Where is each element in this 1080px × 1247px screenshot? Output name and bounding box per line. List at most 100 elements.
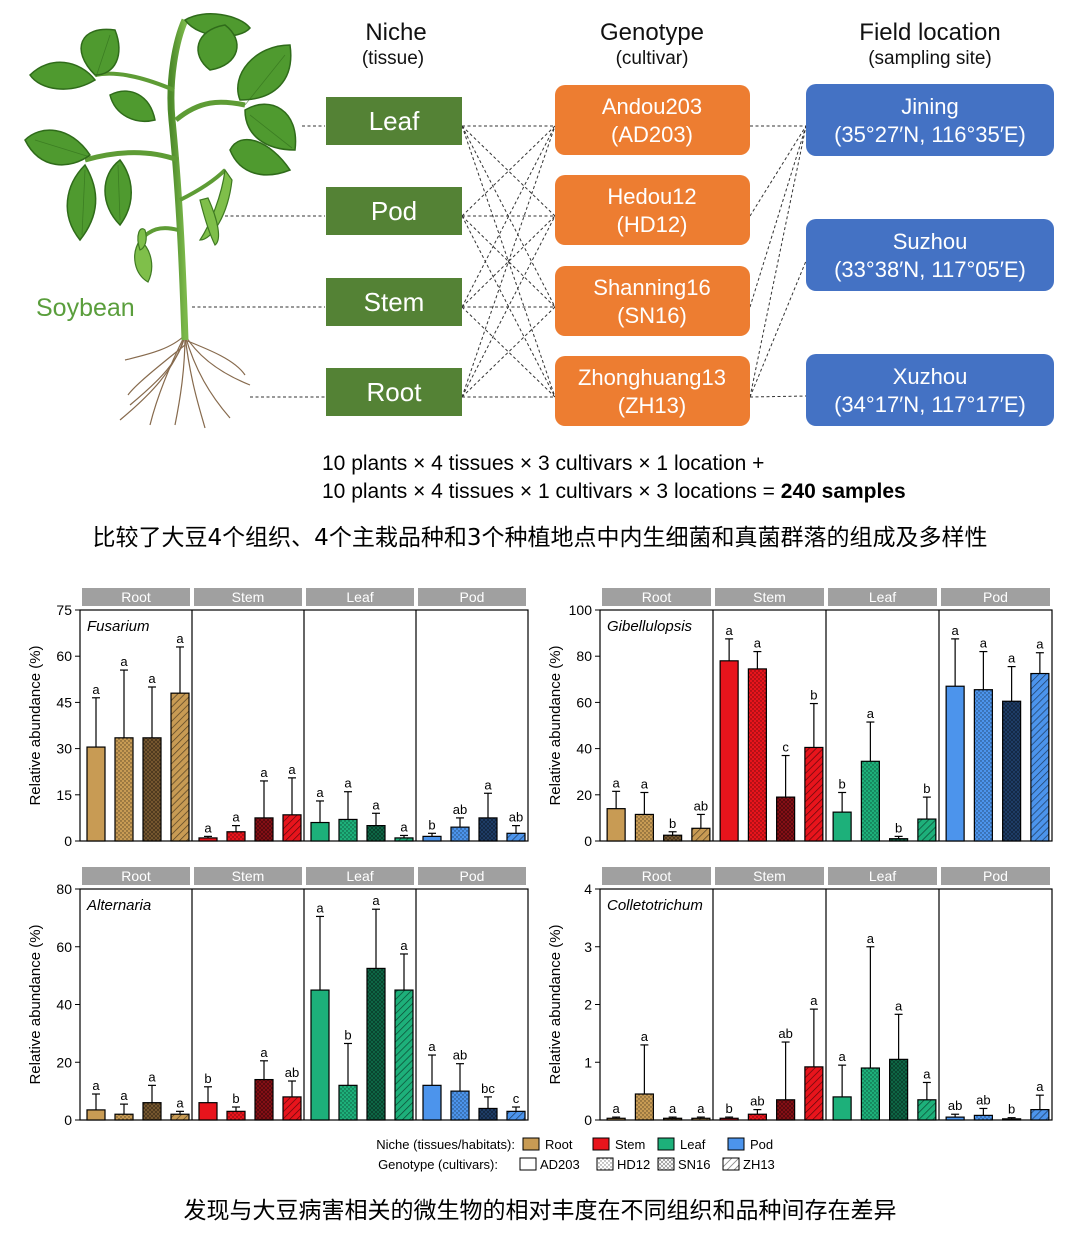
bar-pattern: [255, 817, 273, 841]
significance-letter: ab: [694, 798, 708, 813]
bar-stem-sn16: a: [254, 1045, 274, 1121]
bar-stem-ad203: b: [198, 1071, 218, 1121]
bar-leaf-sn16: a: [889, 998, 909, 1121]
bar-root-sn16: a: [142, 671, 162, 842]
bar-stem-hd12: a: [226, 810, 246, 842]
bar-pattern: [367, 825, 385, 841]
strip-label: Root: [121, 589, 151, 605]
significance-letter: b: [923, 781, 930, 796]
significance-letter: a: [697, 1101, 705, 1116]
bar: [832, 1096, 852, 1121]
strip-label: Stem: [232, 589, 265, 605]
significance-letter: ab: [750, 1094, 764, 1109]
strip-label: Leaf: [869, 589, 896, 605]
location-box-jining: Jining (35°27′N, 116°35′E): [806, 84, 1054, 156]
bar-root-zh13: a: [170, 631, 190, 842]
bar-stem-zh13: a: [804, 993, 824, 1121]
bar-pattern: [917, 1099, 936, 1120]
significance-letter: a: [148, 1069, 156, 1084]
location-box-suzhou: Suzhou (33°38′N, 117°05′E): [806, 219, 1054, 291]
bar-pod-zh13: ab: [506, 810, 526, 842]
strip-label: Root: [642, 589, 672, 605]
legend-swatch-pattern: [597, 1158, 613, 1170]
bar-root-hd12: a: [114, 654, 134, 842]
significance-letter: b: [1008, 1102, 1015, 1117]
genus-title: Alternaria: [86, 897, 151, 914]
strip-root: [602, 867, 711, 885]
significance-letter: a: [260, 1045, 268, 1060]
bar-pattern: [748, 1114, 767, 1120]
bar-root-sn16: a: [142, 1069, 162, 1121]
bar-pod-sn16: bc: [478, 1081, 498, 1121]
bar-pattern: [635, 814, 654, 841]
bar-pattern: [283, 814, 301, 841]
chart-fusarium: Root Stem Leaf Pod 0 15 30 45 60 75 Relative abund…: [27, 588, 529, 849]
significance-letter: a: [726, 623, 734, 638]
bar-pattern: [171, 1114, 189, 1120]
significance-letter: a: [92, 1078, 100, 1093]
genotype-box-1: Hedou12 (HD12): [555, 175, 750, 245]
y-tick-label: 30: [56, 741, 72, 757]
y-tick-label: 2: [584, 997, 592, 1013]
significance-letter: a: [204, 820, 212, 835]
legend-item: Pod: [750, 1137, 773, 1152]
significance-letter: a: [923, 1066, 931, 1081]
significance-letter: b: [810, 688, 817, 703]
bar: [606, 808, 626, 842]
chart-alternaria: Root Stem Leaf Pod 0 20 40 60 80 Relative abundan…: [27, 867, 529, 1128]
bar-pod-ad203: a: [945, 623, 965, 842]
location-coords: (33°38′N, 117°05′E): [834, 257, 1026, 282]
y-tick-label: 4: [584, 881, 592, 897]
formula-line-2: 10 plants × 4 tissues × 1 cultivars × 3 …: [322, 480, 906, 503]
bar-stem-ad203: b: [719, 1101, 739, 1121]
bar-pattern: [804, 747, 823, 841]
significance-letter: a: [1036, 1079, 1044, 1094]
genotype-name: Shanning16: [593, 275, 710, 300]
significance-letter: a: [148, 671, 156, 686]
bar-pod-zh13: a: [1030, 1079, 1050, 1121]
strip-pod: [418, 588, 526, 606]
significance-letter: ab: [285, 1065, 299, 1080]
bar-pattern: [171, 693, 189, 841]
bar-root-ad203: a: [606, 1101, 626, 1121]
bar-leaf-zh13: a: [394, 938, 414, 1121]
genus-title: Gibellulopsis: [607, 618, 693, 635]
significance-letter: a: [613, 1101, 621, 1116]
niche-box-stem: Stem: [326, 278, 462, 326]
genotype-code: (HD12): [617, 212, 688, 237]
bar-root-zh13: a: [170, 1095, 190, 1121]
y-tick-label: 3: [584, 939, 592, 955]
legend-item: HD12: [617, 1157, 650, 1172]
y-tick-label: 15: [56, 787, 72, 803]
legend-swatch-leaf: [657, 1137, 675, 1151]
significance-letter: a: [372, 893, 380, 908]
legend-swatch-pattern: [658, 1158, 674, 1170]
chart-colletotrichum: Root Stem Leaf Pod 0 1 2 3 4 Relative abundance (…: [547, 867, 1053, 1128]
bar: [86, 746, 106, 842]
legend-niche-label: Niche (tissues/habitats):: [376, 1137, 515, 1152]
significance-letter: a: [1008, 651, 1016, 666]
significance-letter: a: [1036, 637, 1044, 652]
significance-letter: a: [176, 1095, 184, 1110]
bar-pod-ad203: b: [422, 817, 442, 842]
legend-item: ZH13: [743, 1157, 775, 1172]
bar-pattern: [115, 1114, 133, 1120]
bar-pattern: [479, 817, 497, 841]
significance-letter: ab: [509, 810, 523, 825]
significance-letter: a: [895, 998, 903, 1013]
bar-root-hd12: a: [634, 776, 654, 842]
bar-root-ad203: a: [606, 775, 626, 842]
bar-pattern: [451, 1091, 469, 1120]
bar: [198, 1102, 218, 1121]
legend-item: AD203: [540, 1157, 580, 1172]
niche-label: Stem: [364, 287, 425, 317]
y-tick-label: 80: [56, 881, 72, 897]
strip-label: Root: [642, 868, 672, 884]
genotype-box-0: Andou203 (AD203): [555, 85, 750, 155]
significance-letter: a: [120, 1088, 128, 1103]
strip-pod: [941, 867, 1050, 885]
bar-pod-hd12: ab: [450, 802, 470, 842]
bar-root-sn16: a: [663, 1101, 683, 1121]
significance-letter: c: [782, 740, 789, 755]
study-design-diagram: Soybean Niche (tissue) Genotype (cultiva…: [24, 13, 1054, 551]
